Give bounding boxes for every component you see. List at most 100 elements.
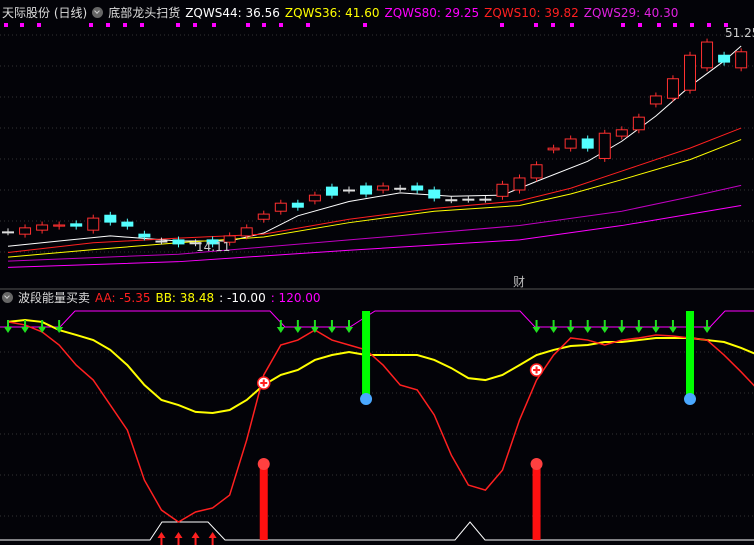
candle xyxy=(206,239,219,245)
signal-dot xyxy=(690,23,694,27)
buy-ball-icon xyxy=(530,458,543,470)
sell-arrow-icon xyxy=(651,327,660,333)
indicator-title[interactable]: 波段能量买卖 xyxy=(18,291,91,305)
finance-marker[interactable]: 财 xyxy=(513,275,526,289)
sell-bar xyxy=(362,311,371,396)
signal-dot xyxy=(724,23,728,27)
buy-arrow-icon xyxy=(208,532,217,538)
candle xyxy=(360,185,373,195)
stock-name: 天际股份 (日线) xyxy=(2,6,88,20)
candle xyxy=(684,54,696,91)
sell-arrow-icon xyxy=(4,327,12,333)
sell-arrow-icon xyxy=(21,327,30,333)
bb-value: BB: 38.48 xyxy=(155,291,215,305)
sell-arrow-icon xyxy=(549,327,558,333)
candle xyxy=(87,217,100,231)
candle xyxy=(462,198,475,201)
ma-value: ZQWS80: 29.25 xyxy=(384,6,480,20)
buy-arrow-icon xyxy=(174,532,183,538)
signal-dot xyxy=(262,23,266,27)
ma-value: ZQWS36: 41.60 xyxy=(284,6,380,20)
sell-ball-icon xyxy=(684,393,696,405)
buy-arrow-icon xyxy=(157,532,166,538)
signal-dot xyxy=(193,23,197,27)
sell-arrow-icon xyxy=(600,327,609,333)
candle xyxy=(564,138,577,149)
candle xyxy=(2,231,14,234)
signal-dot xyxy=(551,23,555,27)
signal-dot xyxy=(140,23,144,27)
signal-dot xyxy=(212,23,216,27)
candle xyxy=(394,187,407,190)
candle xyxy=(615,129,628,137)
candle xyxy=(155,240,168,243)
signal-dot xyxy=(363,23,367,27)
candle xyxy=(428,189,441,199)
signal-dot xyxy=(500,23,504,27)
aa-line xyxy=(7,321,754,523)
price-low-label: 14.11 xyxy=(196,240,231,254)
cross-icon xyxy=(533,366,541,374)
chevron-down-icon[interactable] xyxy=(92,7,104,18)
cross-icon xyxy=(260,379,268,387)
chevron-down-icon[interactable] xyxy=(2,292,13,303)
sell-arrow-icon xyxy=(668,327,677,333)
candle xyxy=(257,213,270,220)
buy-ball-icon xyxy=(257,458,270,470)
signal-dot xyxy=(306,23,310,27)
sell-arrow-icon xyxy=(55,327,64,333)
candle xyxy=(291,202,304,208)
price-high-label: 51.25 xyxy=(725,26,754,40)
candle xyxy=(649,95,662,105)
candle xyxy=(411,185,424,191)
candle xyxy=(343,189,355,192)
sell-arrow-icon xyxy=(276,327,285,333)
signal-dot xyxy=(279,23,283,27)
sell-bar xyxy=(686,311,694,396)
ma-line xyxy=(7,139,742,258)
candle xyxy=(632,116,645,131)
sell-arrow-icon xyxy=(566,327,575,333)
ma-line xyxy=(7,204,742,268)
signal-dot xyxy=(4,23,8,27)
low-line-value: : -10.00 xyxy=(219,291,266,305)
ma-line xyxy=(7,45,742,247)
signal-dot xyxy=(246,23,250,27)
indicator-name[interactable]: 底部龙头扫货 xyxy=(108,6,181,20)
candle xyxy=(19,227,32,235)
candle xyxy=(547,147,560,151)
signal-dot xyxy=(621,23,625,27)
ma-value: ZQWS10: 39.82 xyxy=(484,6,579,20)
candle xyxy=(666,78,679,99)
candle xyxy=(36,224,49,231)
ma-line xyxy=(7,184,742,262)
ma-line xyxy=(7,127,742,254)
candle xyxy=(274,202,287,212)
signal-dot xyxy=(707,23,711,27)
buy-arrow-icon xyxy=(191,532,200,538)
signal-dot xyxy=(89,23,93,27)
candle xyxy=(718,54,731,63)
candle xyxy=(240,227,253,237)
candle xyxy=(104,214,117,223)
candle xyxy=(701,41,714,69)
signal-dot xyxy=(570,23,574,27)
sell-arrow-icon xyxy=(293,327,302,333)
ma-value: ZQWS44: 36.56 xyxy=(185,6,280,20)
high-line-value: : 120.00 xyxy=(270,291,321,305)
sell-arrow-icon xyxy=(583,327,592,333)
candle xyxy=(479,198,492,201)
aa-value: AA: -5.35 xyxy=(95,291,151,305)
sell-arrow-icon xyxy=(532,327,541,333)
candle xyxy=(172,239,185,245)
sell-arrow-icon xyxy=(327,327,336,333)
candle xyxy=(308,194,321,202)
signal-dot xyxy=(673,23,677,27)
candle xyxy=(445,199,458,202)
signal-dot xyxy=(123,23,127,27)
candle xyxy=(735,51,748,69)
buy-bar xyxy=(259,466,268,540)
buy-bar xyxy=(532,466,541,540)
